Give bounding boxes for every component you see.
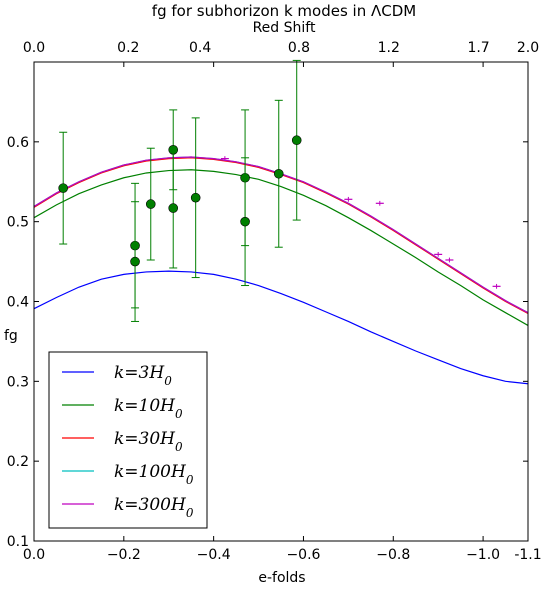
top-tick-label-2: 0.4 xyxy=(189,40,211,56)
top-tick-label-3: 0.8 xyxy=(288,40,310,56)
top-tick-label-0: 0.0 xyxy=(23,40,45,56)
plot-frame xyxy=(33,61,529,542)
top-tick-label-6: 2.0 xyxy=(517,40,539,56)
obs-point-0 xyxy=(58,183,68,193)
y-tick-label-3: 0.4 xyxy=(7,295,29,311)
x-tick-label-3: −0.6 xyxy=(286,547,320,563)
series-line-1 xyxy=(34,169,528,326)
obs-point-10 xyxy=(291,135,302,146)
obs-point-2 xyxy=(130,256,140,267)
y-tick-label-2: 0.3 xyxy=(7,374,29,390)
obs-point-8 xyxy=(240,216,250,227)
legend-label-1: k=10H0 xyxy=(114,396,183,421)
x-tick-label-0: 0.0 xyxy=(23,547,45,563)
y-tick-label-5: 0.6 xyxy=(7,135,29,151)
error-bar-layer xyxy=(220,156,501,289)
x-tick-label-2: −0.4 xyxy=(197,547,231,563)
x-tick-label-4: −0.8 xyxy=(376,547,410,563)
y-tick-label-0: 0.1 xyxy=(7,534,29,550)
legend-label-3: k=100H0 xyxy=(114,462,194,487)
obs-point-3 xyxy=(145,199,156,209)
top-tick-label-5: 1.7 xyxy=(467,40,489,56)
obs-point-9 xyxy=(273,168,284,179)
x-tick-label-1: −0.2 xyxy=(107,547,141,563)
tick-layer: 0.0 −0.2 −0.4 −0.6 −0.8 −1.0 -1.1 0.1 0.2 0.3 0.4 0… xyxy=(7,40,542,563)
series-line-4 xyxy=(34,156,528,314)
y-tick-label-1: 0.2 xyxy=(7,454,29,470)
legend: k=3H0 k=10H0 k=30H0 k=100H0 k=300H0 xyxy=(48,351,208,529)
x-axis-label: e-folds xyxy=(258,570,305,586)
x-tick-label-5: −1.0 xyxy=(466,547,500,563)
obs-point-6 xyxy=(190,192,201,203)
legend-label-0: k=3H0 xyxy=(114,363,172,388)
top-axis-label: Red Shift xyxy=(253,20,316,36)
y-tick-label-4: 0.5 xyxy=(7,215,29,231)
series-line-3 xyxy=(34,156,528,314)
y-axis-label: fg xyxy=(4,328,18,344)
series-line-0 xyxy=(34,270,528,385)
obs-point-5 xyxy=(168,203,179,213)
top-tick-label-4: 1.2 xyxy=(378,40,400,56)
series-layer xyxy=(34,156,528,385)
top-tick-label-1: 0.2 xyxy=(117,40,139,56)
legend-label-4: k=300H0 xyxy=(114,495,194,520)
observation-layer xyxy=(58,59,302,322)
series-line-2 xyxy=(34,157,528,314)
legend-entries: k=3H0 k=10H0 k=30H0 k=100H0 k=300H0 xyxy=(62,363,194,520)
x-tick-label-6: -1.1 xyxy=(514,547,541,563)
legend-label-2: k=30H0 xyxy=(114,429,183,454)
chart-title: fg for subhorizon k modes in ΛCDM xyxy=(152,2,416,20)
legend-box xyxy=(48,351,208,529)
